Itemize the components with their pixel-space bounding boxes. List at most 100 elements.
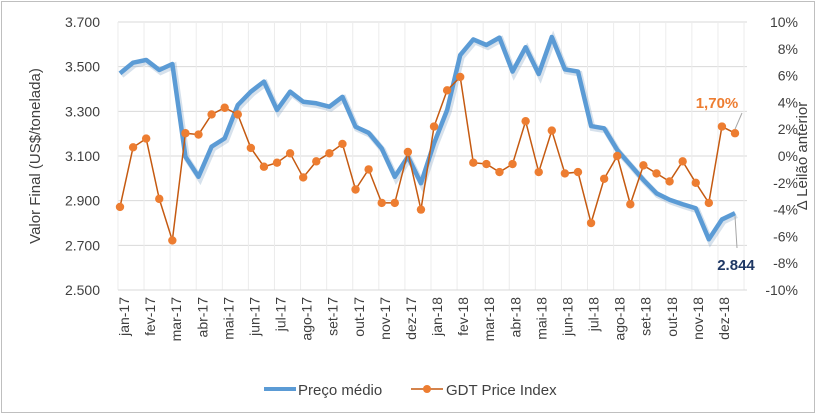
gdt-price-index-point <box>312 157 321 166</box>
gdt-price-index-point <box>429 122 439 131</box>
x-tick-label: mai-18 <box>533 297 549 340</box>
gdt-price-index-point <box>508 159 517 169</box>
gdt-price-index-point <box>586 218 596 228</box>
gdt-price-index-point <box>482 159 491 169</box>
left-axis-label: Valor Final (US$/tonelada) <box>27 68 44 244</box>
x-tick-label: dez-17 <box>403 297 419 340</box>
gdt-price-index-point <box>259 162 269 171</box>
legend-label-gdt: GDT Price Index <box>446 382 557 399</box>
x-tick-label: mar-18 <box>481 297 497 342</box>
gdt-price-index-point <box>298 173 308 182</box>
gdt-price-index-point <box>665 177 674 186</box>
gdt-price-index-point <box>141 134 151 143</box>
right-tick-label: 0% <box>778 148 798 164</box>
gdt-price-index-point <box>691 178 700 187</box>
preco-medio-line <box>118 34 736 242</box>
gdt-price-index-point <box>469 158 478 167</box>
gdt-price-index-point <box>521 116 530 126</box>
x-tick-label: mar-17 <box>168 297 184 342</box>
left-tick-label: 3.700 <box>65 14 100 30</box>
annotation-leader-gdt <box>734 112 743 130</box>
left-tick-label: 2.900 <box>65 193 100 209</box>
left-axis-ticks: 2.500 2.700 2.900 3.100 3.300 3.500 3.700 <box>65 14 100 298</box>
gdt-price-index-point <box>246 143 256 153</box>
x-tick-label: dez-18 <box>716 297 732 340</box>
gdt-price-index-point <box>403 147 413 157</box>
x-tick-label: jun-17 <box>246 297 262 337</box>
gdt-price-index-point <box>115 202 125 212</box>
x-tick-label: jul-18 <box>586 297 602 332</box>
right-tick-label: 10% <box>770 14 798 30</box>
annotations: 1,70% 2.844 <box>696 95 756 274</box>
right-tick-label: 8% <box>778 41 798 57</box>
x-tick-label: nov-17 <box>377 297 393 340</box>
left-tick-label: 3.100 <box>65 148 100 164</box>
annotation-gdt-last: 1,70% <box>696 95 739 112</box>
x-tick-label: abr-18 <box>507 297 523 338</box>
x-tick-label: set-18 <box>638 297 654 336</box>
legend-marker-gdt <box>423 385 431 393</box>
x-tick-label: ago-17 <box>299 297 315 341</box>
x-tick-label: set-17 <box>325 297 341 336</box>
gdt-price-index-point <box>495 167 504 177</box>
gdt-price-index-point <box>325 149 334 158</box>
gdt-price-index-point <box>639 161 648 170</box>
right-axis-ticks: -10% -8% -6% -4% -2% 0% 2% 4% 6% 8% 10% <box>765 14 798 298</box>
x-tick-label: jan-17 <box>116 297 132 337</box>
x-tick-label: ago-18 <box>612 297 628 341</box>
x-tick-label: out-18 <box>664 297 680 337</box>
gdt-price-index-point <box>456 72 465 82</box>
left-tick-label: 3.500 <box>65 59 100 75</box>
gdt-price-index-point <box>704 198 714 208</box>
preco-medio-line-shadow <box>119 30 738 248</box>
gdt-price-index-point <box>730 129 740 138</box>
series <box>115 30 740 248</box>
gdt-price-index-point <box>626 200 635 209</box>
gdt-price-index-point <box>377 198 386 208</box>
right-tick-label: 6% <box>778 68 798 84</box>
annotation-leader-preco <box>734 216 738 249</box>
right-tick-label: 2% <box>778 121 798 137</box>
x-tick-label: nov-18 <box>690 297 706 340</box>
gdt-price-index-point <box>364 165 373 174</box>
gdt-price-index-point <box>560 169 570 178</box>
gdt-price-index-point <box>573 167 583 177</box>
right-tick-label: -2% <box>773 175 798 191</box>
gdt-price-index-point <box>128 143 138 152</box>
gdt-price-index-point <box>181 129 190 138</box>
gdt-price-index-point <box>390 198 399 208</box>
gdt-price-index-point <box>272 158 282 167</box>
gdt-price-index-point <box>351 185 360 194</box>
gdt-price-index-point <box>285 149 295 158</box>
x-axis-ticks: jan-17 fev-17 mar-17 abr-17 mai-17 jun-17 jul-… <box>116 297 732 342</box>
x-tick-label: mai-17 <box>220 297 236 340</box>
x-tick-label: jan-18 <box>429 297 445 337</box>
right-tick-label: -8% <box>773 255 798 271</box>
gdt-price-index-point <box>416 205 426 214</box>
gdt-price-index-point <box>678 157 687 166</box>
left-tick-label: 3.300 <box>65 103 100 119</box>
gdt-price-index-point <box>534 167 543 177</box>
gdt-price-index-point <box>220 103 229 112</box>
gdt-price-index-point <box>155 194 164 204</box>
right-tick-label: 4% <box>778 94 798 110</box>
gdt-price-index-point <box>442 86 452 95</box>
gdt-price-index-point <box>194 130 203 139</box>
gdt-price-index-point <box>652 169 661 178</box>
right-tick-label: -6% <box>773 228 798 244</box>
gdt-price-index-point <box>613 151 622 161</box>
left-tick-label: 2.500 <box>65 282 100 298</box>
x-tick-label: fev-18 <box>455 297 471 336</box>
right-tick-label: -4% <box>773 202 798 218</box>
x-tick-label: out-17 <box>351 297 367 337</box>
x-tick-label: jun-18 <box>559 297 575 337</box>
x-tick-label: fev-17 <box>142 297 158 336</box>
legend: Preço médio GDT Price Index <box>264 382 557 399</box>
left-tick-label: 2.700 <box>65 237 100 253</box>
legend-label-preco-medio: Preço médio <box>298 382 382 399</box>
x-tick-label: abr-17 <box>194 297 210 338</box>
right-axis-label: Δ Leilão anterior <box>794 102 811 210</box>
gdt-price-index-point <box>207 110 216 119</box>
